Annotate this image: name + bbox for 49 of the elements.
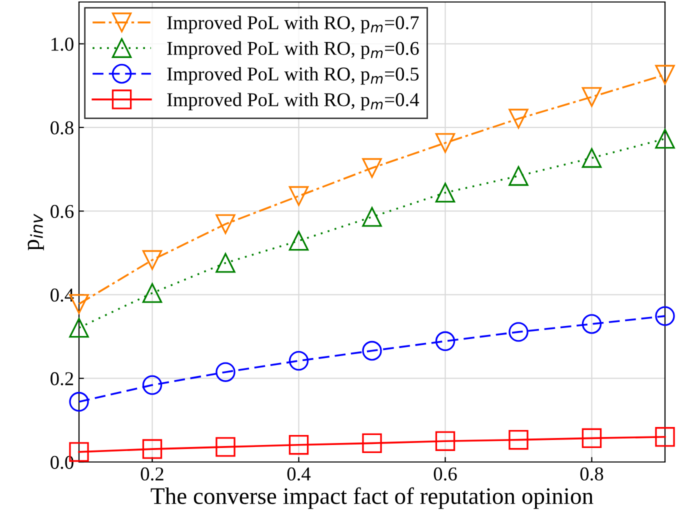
point (142, 283, 162, 303)
y-tick-label: 0.6 (50, 204, 74, 218)
x-tick-label: 0.4 (287, 467, 311, 481)
point (362, 207, 382, 227)
x-axis-title: The converse impact fact of reputation opinion (150, 487, 594, 509)
point (655, 306, 675, 326)
legend-label: Improved PoL with RO, p$_{m}$=0.7 (167, 16, 419, 34)
point (69, 392, 89, 412)
point (362, 340, 382, 361)
point (508, 430, 528, 450)
point (582, 148, 602, 168)
point (435, 133, 456, 153)
y-tick-label: 1.0 (52, 38, 74, 51)
point (288, 230, 309, 251)
point (435, 182, 456, 203)
point (655, 64, 675, 85)
point (288, 434, 309, 455)
point (582, 314, 602, 334)
y-tick-label: 0.2 (50, 372, 74, 386)
point (435, 331, 456, 352)
point (362, 433, 382, 454)
point (288, 186, 309, 206)
point (582, 428, 602, 448)
legend-label: Improved PoL with RO, p$_{m}$=0.5 (167, 66, 419, 85)
point (435, 431, 456, 451)
point (288, 350, 309, 371)
y-tick-label: 0.8 (50, 121, 74, 134)
point (216, 253, 236, 273)
legend-label: Improved PoL with RO, p$_{m}$=0.4 (167, 92, 420, 110)
legend-label: Improved PoL with RO, p$_{m}$=0.6 (167, 41, 419, 59)
point (655, 427, 675, 447)
y-axis-title: p$_{inv}$ (28, 214, 44, 250)
point (216, 362, 236, 382)
x-tick-label: 0.2 (140, 467, 164, 481)
point (582, 87, 602, 107)
point (216, 437, 236, 457)
x-tick-label: 0.6 (434, 467, 457, 481)
point (142, 250, 162, 270)
point (216, 214, 236, 234)
point (362, 158, 382, 178)
point (69, 318, 89, 338)
point (142, 375, 162, 395)
point (655, 128, 675, 149)
point (508, 108, 528, 129)
point (508, 322, 528, 342)
point (142, 439, 162, 459)
y-tick-label: 0.0 (50, 456, 74, 470)
point (508, 166, 528, 186)
x-tick-label: 0.8 (580, 467, 604, 481)
